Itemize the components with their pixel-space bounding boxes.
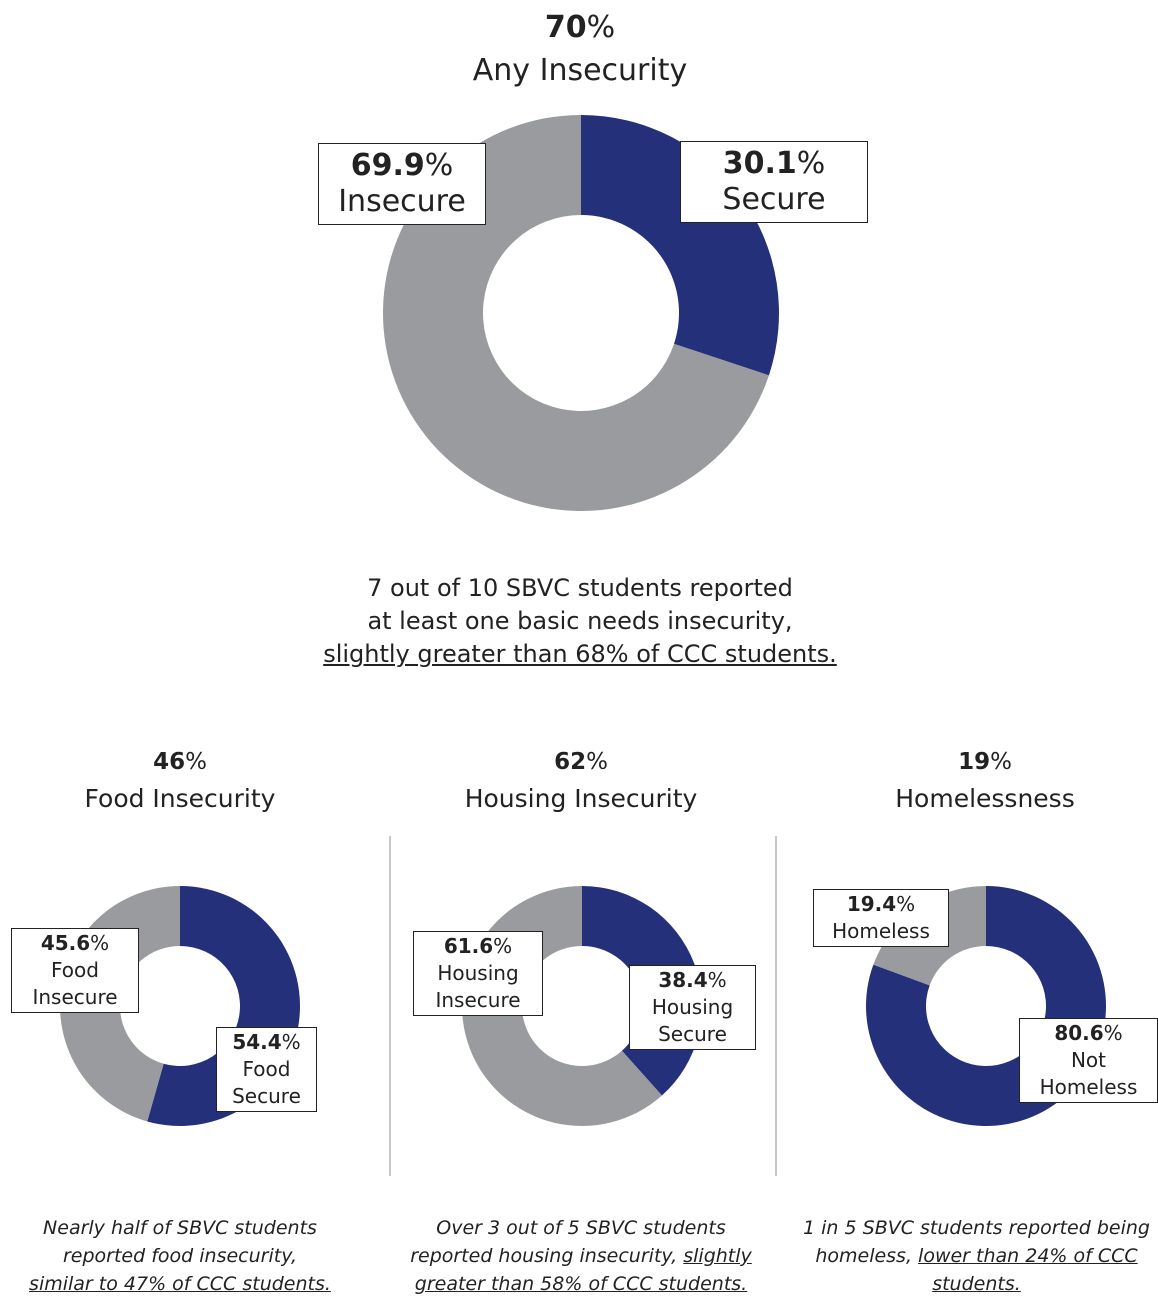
housing-label-secure-line1: Housing	[651, 995, 734, 1019]
homeless-note-line2b: lower than 24% of CCC	[918, 1245, 1138, 1267]
food-note: Nearly half of SBVC students reported fo…	[5, 1214, 355, 1298]
housing-headline-value: 62	[554, 749, 587, 775]
main-headline-value: 70	[544, 10, 587, 45]
main-label-insecure: 69.9% Insecure	[318, 143, 486, 225]
main-label-secure-value: 30.1	[722, 146, 797, 181]
homeless-label-homeless-line1: Homeless	[832, 919, 930, 943]
food-label-secure-value: 54.4	[232, 1030, 282, 1054]
food-label-insecure-value: 45.6	[40, 931, 91, 955]
homeless-note-line2a: homeless,	[815, 1245, 919, 1267]
main-label-insecure-unit: %	[424, 148, 454, 183]
homeless-headline-value: 19	[958, 749, 991, 775]
housing-headline-unit: %	[586, 749, 608, 775]
housing-headline: 62%	[431, 748, 731, 776]
food-label-insecure: 45.6% Food Insecure	[11, 928, 139, 1013]
food-note-line1: Nearly half of SBVC students	[43, 1217, 317, 1239]
housing-title: Housing Insecurity	[464, 784, 698, 813]
panel-divider-right	[775, 836, 777, 1176]
main-label-insecure-text: Insecure	[338, 184, 466, 219]
food-note-line3: similar to 47% of CCC students.	[29, 1273, 331, 1295]
housing-label-secure-line2: Secure	[658, 1022, 727, 1046]
housing-note-line2b: slightly	[683, 1245, 752, 1267]
homeless-title: Homelessness	[895, 784, 1075, 813]
main-label-secure-text: Secure	[722, 182, 826, 217]
main-headline: 70%	[430, 10, 730, 46]
housing-label-secure: 38.4% Housing Secure	[629, 965, 756, 1050]
food-headline-value: 46	[153, 749, 186, 775]
homeless-label-not-homeless-line2: Homeless	[1039, 1075, 1138, 1099]
main-caption: 7 out of 10 SBVC students reported at le…	[230, 572, 930, 671]
food-title: Food Insecurity	[84, 784, 276, 813]
food-note-line2: reported food insecurity,	[62, 1245, 298, 1267]
main-label-secure-unit: %	[796, 146, 826, 181]
housing-label-insecure-unit: %	[493, 934, 513, 958]
homeless-label-not-homeless-unit: %	[1103, 1021, 1123, 1045]
food-label-secure: 54.4% Food Secure	[216, 1027, 317, 1112]
main-caption-line3: slightly greater than 68% of CCC student…	[323, 640, 837, 668]
housing-note-line1: Over 3 out of 5 SBVC students	[436, 1217, 726, 1239]
food-label-insecure-line2: Insecure	[32, 985, 118, 1009]
main-label-secure: 30.1% Secure	[680, 141, 868, 223]
homeless-label-homeless-value: 19.4	[846, 892, 897, 916]
housing-label-insecure-line2: Insecure	[435, 988, 521, 1012]
homeless-note-line1: 1 in 5 SBVC students reported being	[803, 1217, 1150, 1239]
food-label-secure-line2: Secure	[232, 1084, 301, 1108]
homeless-headline-unit: %	[990, 749, 1012, 775]
food-label-secure-unit: %	[281, 1030, 301, 1054]
main-caption-line1: 7 out of 10 SBVC students reported	[367, 574, 793, 602]
homeless-note: 1 in 5 SBVC students reported being home…	[795, 1214, 1158, 1298]
housing-label-secure-value: 38.4	[658, 968, 708, 992]
housing-note: Over 3 out of 5 SBVC students reported h…	[391, 1214, 771, 1298]
housing-label-insecure-line1: Housing	[437, 961, 519, 985]
housing-note-line2a: reported housing insecurity,	[410, 1245, 684, 1267]
homeless-label-homeless: 19.4% Homeless	[813, 889, 949, 947]
homeless-note-line3: students.	[932, 1273, 1021, 1295]
housing-note-line3: greater than 58% of CCC students.	[414, 1273, 748, 1295]
homeless-label-not-homeless-line1: Not	[1070, 1048, 1107, 1072]
homeless-label-not-homeless-value: 80.6	[1054, 1021, 1104, 1045]
panel-divider-left	[389, 836, 391, 1176]
homeless-headline: 19%	[835, 748, 1135, 776]
food-headline: 46%	[30, 748, 330, 776]
housing-label-insecure: 61.6% Housing Insecure	[413, 931, 543, 1016]
main-chart-title: Any Insecurity	[472, 53, 688, 88]
homeless-label-not-homeless: 80.6% Not Homeless	[1019, 1018, 1158, 1103]
housing-label-secure-unit: %	[707, 968, 727, 992]
food-label-insecure-line1: Food	[51, 958, 99, 982]
main-headline-unit: %	[586, 10, 616, 45]
main-caption-line2: at least one basic needs insecurity,	[367, 607, 793, 635]
housing-label-insecure-value: 61.6	[443, 934, 494, 958]
homeless-label-homeless-unit: %	[896, 892, 916, 916]
main-label-insecure-value: 69.9	[350, 148, 425, 183]
food-headline-unit: %	[185, 749, 207, 775]
food-label-secure-line1: Food	[242, 1057, 291, 1081]
food-label-insecure-unit: %	[90, 931, 110, 955]
